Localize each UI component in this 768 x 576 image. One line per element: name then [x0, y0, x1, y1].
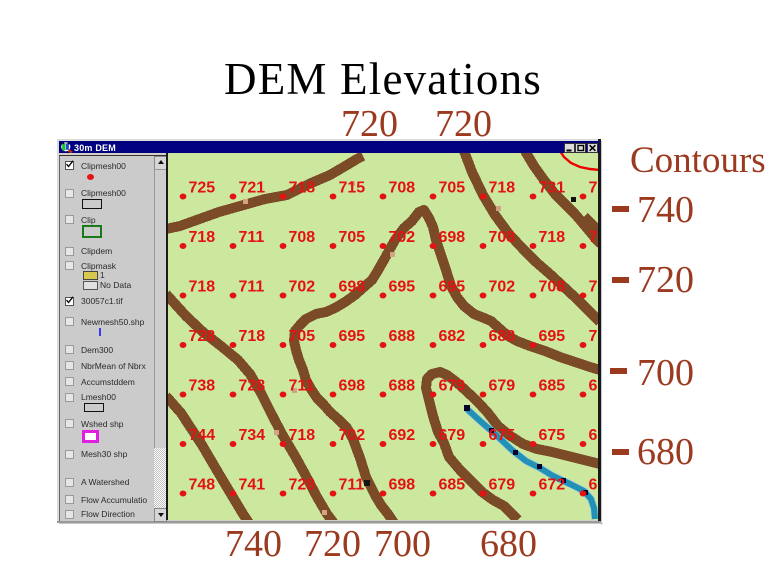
- svg-text:708: 708: [489, 229, 516, 246]
- svg-text:695: 695: [339, 328, 366, 345]
- svg-text:725: 725: [189, 179, 216, 196]
- svg-text:688: 688: [489, 328, 516, 345]
- svg-text:702: 702: [339, 427, 366, 444]
- svg-text:695: 695: [439, 278, 466, 295]
- svg-text:718: 718: [289, 179, 316, 196]
- svg-text:748: 748: [189, 476, 216, 493]
- svg-text:718: 718: [489, 179, 516, 196]
- svg-text:711: 711: [289, 377, 315, 394]
- svg-text:682: 682: [439, 328, 466, 345]
- svg-text:71: 71: [589, 229, 599, 246]
- svg-text:695: 695: [539, 328, 566, 345]
- svg-text:734: 734: [239, 427, 266, 444]
- svg-text:721: 721: [239, 179, 266, 196]
- svg-text:715: 715: [339, 179, 366, 196]
- svg-text:688: 688: [389, 377, 416, 394]
- svg-text:708: 708: [289, 229, 316, 246]
- svg-text:679: 679: [489, 377, 516, 394]
- svg-text:672: 672: [539, 476, 566, 493]
- svg-text:705: 705: [439, 179, 466, 196]
- svg-text:692: 692: [389, 427, 416, 444]
- svg-text:685: 685: [539, 377, 566, 394]
- svg-text:718: 718: [189, 229, 216, 246]
- svg-text:744: 744: [189, 427, 216, 444]
- svg-text:685: 685: [439, 476, 466, 493]
- svg-text:702: 702: [389, 229, 416, 246]
- svg-text:679: 679: [489, 476, 516, 493]
- svg-text:70: 70: [589, 278, 599, 295]
- svg-text:718: 718: [289, 427, 316, 444]
- svg-text:718: 718: [239, 328, 266, 345]
- svg-text:675: 675: [489, 427, 516, 444]
- svg-text:728: 728: [239, 377, 266, 394]
- svg-text:698: 698: [339, 278, 366, 295]
- svg-text:711: 711: [339, 476, 365, 493]
- svg-text:731: 731: [539, 179, 566, 196]
- svg-text:705: 705: [289, 328, 316, 345]
- svg-text:718: 718: [189, 278, 216, 295]
- svg-text:67: 67: [589, 427, 599, 444]
- svg-text:728: 728: [189, 328, 216, 345]
- svg-text:66: 66: [589, 476, 599, 493]
- svg-text:688: 688: [389, 328, 416, 345]
- svg-text:695: 695: [389, 278, 416, 295]
- svg-text:711: 711: [239, 229, 265, 246]
- svg-text:675: 675: [539, 427, 566, 444]
- svg-text:702: 702: [289, 278, 316, 295]
- svg-text:711: 711: [239, 278, 265, 295]
- svg-text:71: 71: [589, 179, 599, 196]
- svg-text:698: 698: [439, 229, 466, 246]
- svg-text:738: 738: [189, 377, 216, 394]
- svg-text:698: 698: [339, 377, 366, 394]
- svg-text:702: 702: [489, 278, 516, 295]
- svg-text:68: 68: [589, 377, 599, 394]
- svg-text:698: 698: [389, 476, 416, 493]
- svg-text:728: 728: [289, 476, 316, 493]
- svg-text:708: 708: [389, 179, 416, 196]
- svg-text:741: 741: [239, 476, 266, 493]
- svg-text:70: 70: [589, 328, 599, 345]
- svg-text:679: 679: [439, 377, 466, 394]
- svg-text:705: 705: [339, 229, 366, 246]
- svg-text:708: 708: [539, 278, 566, 295]
- svg-text:718: 718: [539, 229, 566, 246]
- svg-text:679: 679: [439, 427, 466, 444]
